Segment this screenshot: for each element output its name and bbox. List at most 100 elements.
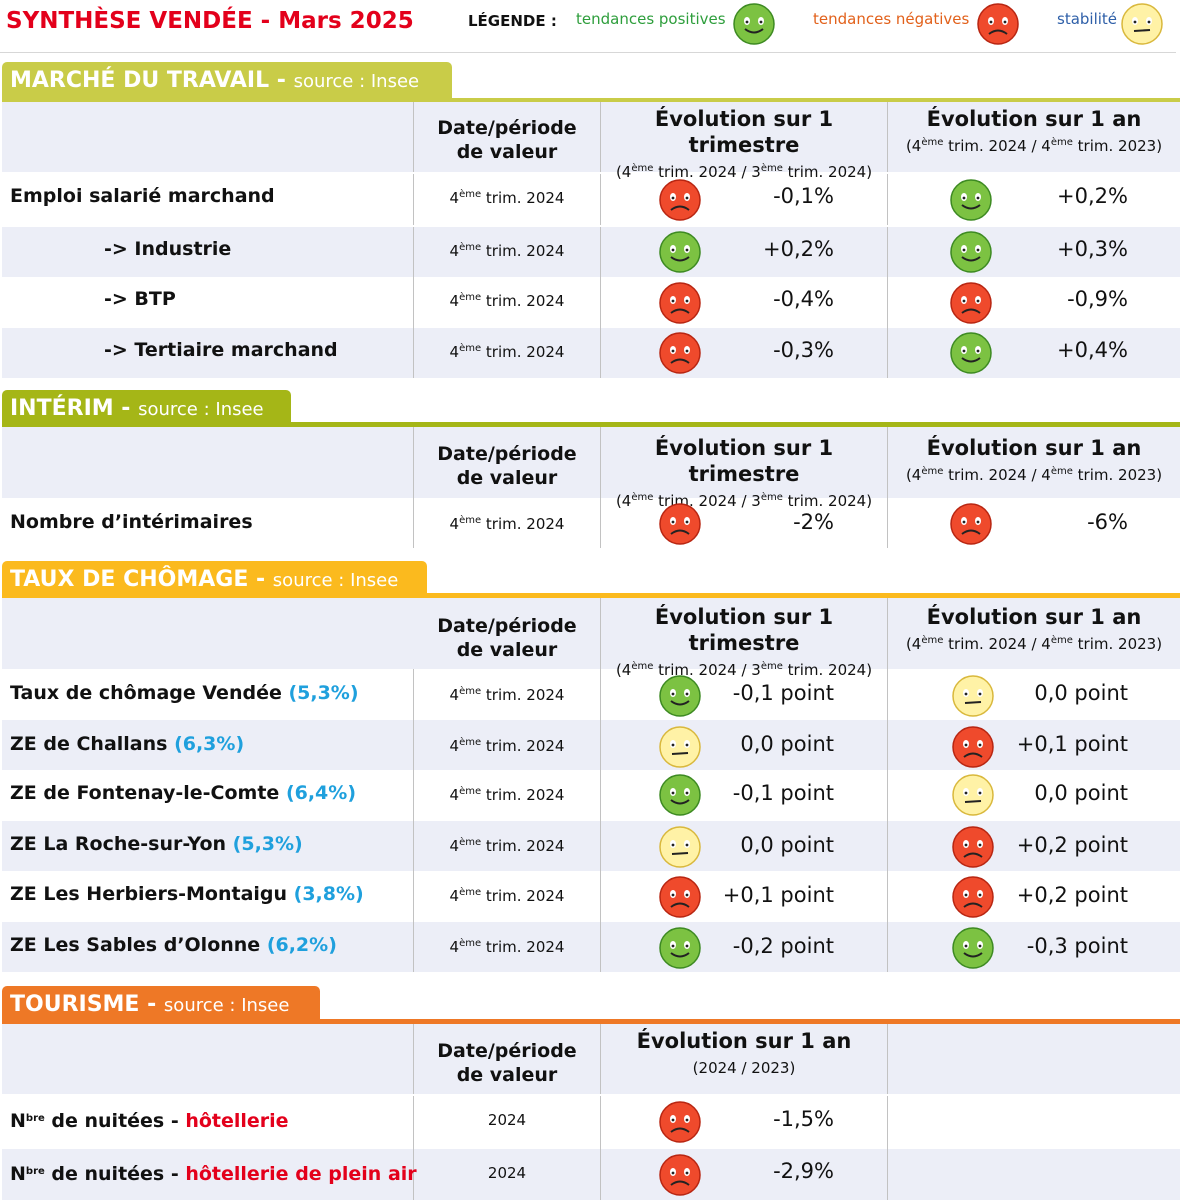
table-header: Date/période de valeur Évolution sur 1 tr…	[2, 102, 1180, 181]
positive-smiley-icon	[950, 332, 992, 374]
row-label: Taux de chômage Vendée (5,3%)	[10, 682, 359, 704]
table-row: Taux de chômage Vendée (5,3%) 4ème trim.…	[2, 669, 1180, 720]
section-source: source : Insee	[272, 570, 399, 591]
quarter-value: -0,1%	[773, 184, 834, 208]
rate-value: (6,4%)	[285, 782, 356, 804]
section-rule	[2, 1019, 1180, 1024]
section-source: source : Insee	[138, 399, 264, 420]
row-date: 4ème trim. 2024	[449, 686, 565, 704]
stable-smiley-icon	[952, 675, 994, 717]
stable-smiley-icon	[659, 826, 701, 868]
stable-smiley-icon	[659, 726, 701, 768]
stable-smiley-icon	[952, 774, 994, 816]
table-row: Nbre de nuitées - hôtellerie 2024 -1,5%	[2, 1096, 1180, 1149]
section-title: MARCHÉ DU TRAVAIL -	[10, 68, 294, 93]
year-value: +0,1 point	[1016, 732, 1128, 756]
quarter-header: Évolution sur 1 trimestre (4ème trim. 20…	[615, 605, 873, 679]
row-date: 4ème trim. 2024	[449, 242, 565, 260]
positive-smiley-icon	[659, 675, 701, 717]
rate-value: (3,8%)	[293, 883, 364, 905]
year-header: Évolution sur 1 an (4ème trim. 2024 / 4è…	[905, 436, 1163, 484]
row-date: 4ème trim. 2024	[449, 189, 565, 207]
positive-smiley-icon	[950, 179, 992, 221]
row-label: ZE de Challans (6,3%)	[10, 733, 245, 755]
date-header: Date/période de valeur	[437, 443, 577, 489]
table-row: ZE de Challans (6,3%) 4ème trim. 2024 0,…	[2, 720, 1180, 770]
negative-smiley-icon	[950, 282, 992, 324]
row-label: -> Industrie	[104, 238, 232, 260]
year-value: 0,0 point	[1034, 681, 1128, 705]
positive-smiley-icon	[659, 774, 701, 816]
negative-smiley-icon	[659, 1154, 701, 1196]
table-row: -> Tertiaire marchand 4ème trim. 2024 -0…	[2, 328, 1180, 378]
year-value: -6%	[1087, 510, 1128, 534]
stable-smiley-icon	[1121, 3, 1163, 45]
row-label: -> Tertiaire marchand	[104, 339, 338, 361]
negative-smiley-icon	[659, 282, 701, 324]
row-label: Emploi salarié marchand	[10, 185, 275, 207]
negative-smiley-icon	[659, 1101, 701, 1143]
quarter-value: -0,4%	[773, 287, 834, 311]
year-header: Évolution sur 1 an (4ème trim. 2024 / 4è…	[905, 107, 1163, 155]
row-label: ZE Les Herbiers-Montaigu (3,8%)	[10, 883, 364, 905]
quarter-value: 0,0 point	[740, 833, 834, 857]
table-row: ZE Les Herbiers-Montaigu (3,8%) 4ème tri…	[2, 871, 1180, 922]
legend: LÉGENDE : tendances positives tendances …	[466, 0, 1182, 46]
quarter-value: +0,1 point	[722, 883, 834, 907]
section-title: INTÉRIM -	[10, 396, 139, 421]
year-value: -0,3 point	[1026, 934, 1128, 958]
table-header: Date/période de valeur Évolution sur 1 tr…	[2, 427, 1180, 510]
negative-smiley-icon	[659, 332, 701, 374]
year-value: +0,4%	[1057, 338, 1128, 362]
quarter-value: -0,1 point	[732, 681, 834, 705]
year-header: Évolution sur 1 an (2024 / 2023)	[636, 1029, 852, 1077]
table-row: ZE de Fontenay-le-Comte (6,4%) 4ème trim…	[2, 770, 1180, 821]
table-row: ZE La Roche-sur-Yon (5,3%) 4ème trim. 20…	[2, 821, 1180, 871]
section-rule	[2, 422, 1180, 427]
row-date: 2024	[487, 1111, 527, 1129]
section-tab: TOURISME - source : Insee	[2, 986, 320, 1024]
quarter-value: -2%	[793, 510, 834, 534]
negative-smiley-icon	[659, 876, 701, 918]
row-label: ZE La Roche-sur-Yon (5,3%)	[10, 833, 303, 855]
row-date: 4ème trim. 2024	[449, 887, 565, 905]
row-date: 4ème trim. 2024	[449, 343, 565, 361]
year-value: +0,2 point	[1016, 833, 1128, 857]
rate-value: (5,3%)	[232, 833, 303, 855]
year-value: -2,9%	[773, 1159, 834, 1183]
negative-smiley-icon	[950, 503, 992, 545]
year-value: 0,0 point	[1034, 781, 1128, 805]
table-row: Nbre de nuitées - hôtellerie de plein ai…	[2, 1149, 1180, 1200]
table-row: Emploi salarié marchand 4ème trim. 2024 …	[2, 174, 1180, 225]
rate-value: (5,3%)	[288, 682, 359, 704]
year-header: Évolution sur 1 an (4ème trim. 2024 / 4è…	[905, 605, 1163, 653]
row-label: Nombre d’intérimaires	[10, 511, 253, 533]
date-header: Date/période de valeur	[437, 615, 577, 661]
date-header: Date/période de valeur	[437, 1040, 577, 1086]
negative-smiley-icon	[952, 826, 994, 868]
positive-smiley-icon	[659, 231, 701, 273]
table-row: -> BTP 4ème trim. 2024 -0,4% -0,9%	[2, 277, 1180, 328]
section-tab: TAUX DE CHÔMAGE - source : Insee	[2, 561, 427, 599]
negative-smiley-icon	[659, 503, 701, 545]
legend-negative-text: tendances négatives	[813, 10, 970, 28]
quarter-value: +0,2%	[763, 237, 834, 261]
legend-label: LÉGENDE :	[468, 12, 557, 30]
year-value: +0,2%	[1057, 184, 1128, 208]
page-title: SYNTHÈSE VENDÉE - Mars 2025	[6, 8, 414, 34]
quarter-value: -0,3%	[773, 338, 834, 362]
section-title: TOURISME -	[10, 992, 164, 1017]
row-date: 4ème trim. 2024	[449, 737, 565, 755]
legend-stable-text: stabilité	[1057, 10, 1118, 28]
section-source: source : Insee	[163, 995, 290, 1016]
row-date: 4ème trim. 2024	[449, 837, 565, 855]
quarter-value: 0,0 point	[740, 732, 834, 756]
row-label: Nbre de nuitées - hôtellerie de plein ai…	[10, 1163, 417, 1185]
row-date: 4ème trim. 2024	[449, 292, 565, 310]
quarter-header: Évolution sur 1 trimestre (4ème trim. 20…	[615, 107, 873, 181]
row-label: -> BTP	[104, 288, 176, 310]
positive-smiley-icon	[950, 231, 992, 273]
section-rule	[2, 593, 1180, 598]
quarter-value: -0,2 point	[732, 934, 834, 958]
date-header: Date/période de valeur	[437, 117, 577, 163]
